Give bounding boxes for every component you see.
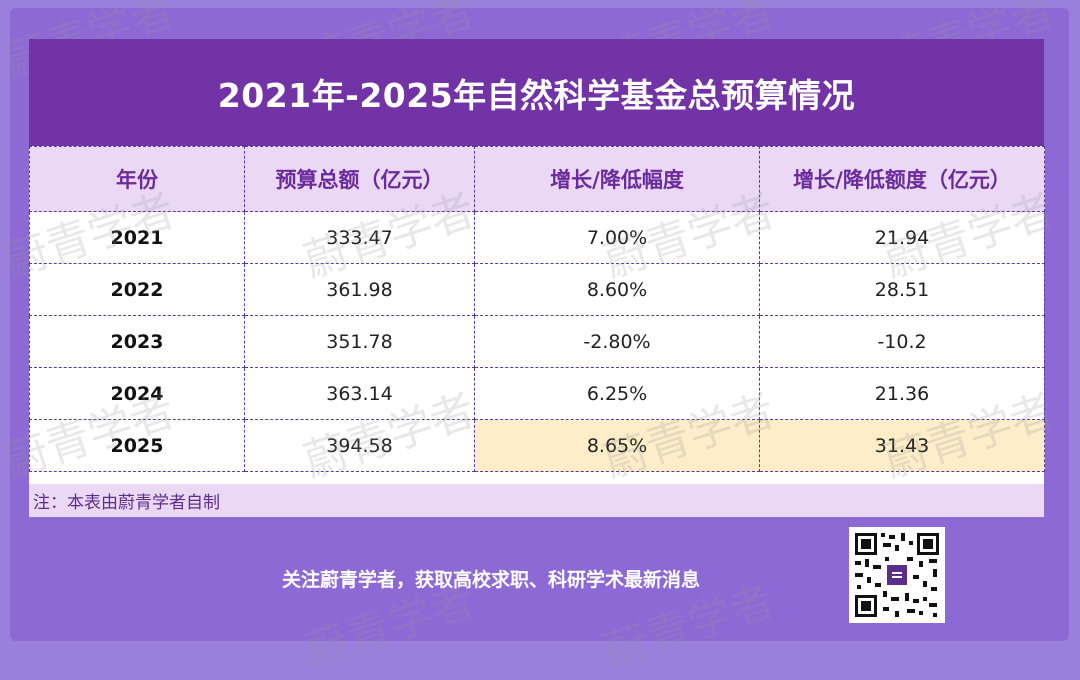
budget-cell: 363.14 <box>244 367 475 420</box>
table-header-row: 年份 预算总额（亿元） 增长/降低幅度 增长/降低额度（亿元） <box>29 146 1045 212</box>
change-pct-cell: -2.80% <box>474 315 760 368</box>
budget-cell: 361.98 <box>244 263 475 316</box>
footer-slogan: 关注蔚青学者，获取高校求职、科研学术最新消息 <box>282 569 701 591</box>
column-header-change-pct: 增长/降低幅度 <box>474 146 760 212</box>
change-amt-cell: 21.94 <box>759 211 1045 264</box>
budget-table: 年份 预算总额（亿元） 增长/降低幅度 增长/降低额度（亿元） 2021 333… <box>29 146 1045 472</box>
page-title: 2021年-2025年自然科学基金总预算情况 <box>29 39 1044 146</box>
change-amt-cell: -10.2 <box>759 315 1045 368</box>
year-cell: 2021 <box>29 211 245 264</box>
table-row: 2025 394.58 8.65% 31.43 <box>29 419 1045 472</box>
year-cell: 2022 <box>29 263 245 316</box>
table-row: 2023 351.78 -2.80% -10.2 <box>29 315 1045 368</box>
table-note: 注：本表由蔚青学者自制 <box>29 484 1044 517</box>
change-amt-cell: 31.43 <box>759 419 1045 472</box>
change-pct-cell: 8.65% <box>474 419 760 472</box>
budget-cell: 351.78 <box>244 315 475 368</box>
budget-cell: 394.58 <box>244 419 475 472</box>
table-row: 2024 363.14 6.25% 21.36 <box>29 367 1045 420</box>
budget-card: 2021年-2025年自然科学基金总预算情况 年份 预算总额（亿元） 增长/降低… <box>29 39 1045 517</box>
column-header-budget: 预算总额（亿元） <box>244 146 475 212</box>
change-pct-cell: 6.25% <box>474 367 760 420</box>
qr-code-icon[interactable] <box>849 527 945 623</box>
year-cell: 2024 <box>29 367 245 420</box>
year-cell: 2023 <box>29 315 245 368</box>
change-pct-cell: 7.00% <box>474 211 760 264</box>
table-row: 2021 333.47 7.00% 21.94 <box>29 211 1045 264</box>
change-amt-cell: 28.51 <box>759 263 1045 316</box>
column-header-year: 年份 <box>29 146 245 212</box>
budget-cell: 333.47 <box>244 211 475 264</box>
change-amt-cell: 21.36 <box>759 367 1045 420</box>
year-cell: 2025 <box>29 419 245 472</box>
table-row: 2022 361.98 8.60% 28.51 <box>29 263 1045 316</box>
column-header-change-amt: 增长/降低额度（亿元） <box>759 146 1045 212</box>
change-pct-cell: 8.60% <box>474 263 760 316</box>
